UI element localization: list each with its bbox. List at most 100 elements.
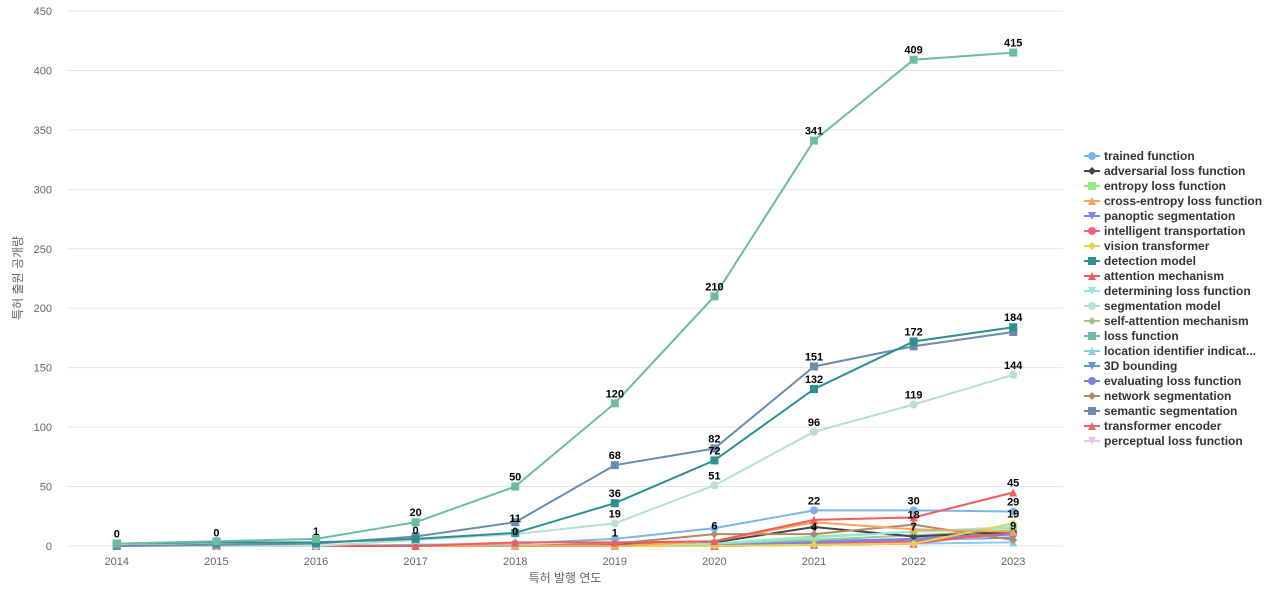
legend-label: transformer encoder [1104, 419, 1222, 433]
legend-item[interactable]: location identifier indicat... [1084, 344, 1256, 358]
legend-item[interactable]: intelligent transportation [1084, 224, 1245, 238]
data-label: 144 [1004, 360, 1023, 372]
data-label: 409 [904, 45, 922, 57]
data-label: 18 [907, 510, 919, 522]
legend-label: attention mechanism [1104, 269, 1224, 283]
legend-marker [1088, 242, 1096, 250]
data-labels: 0 0 12005011012068361912108272516341151132… [114, 38, 1024, 541]
legend-label: cross-entropy loss function [1104, 194, 1262, 208]
data-point [909, 513, 918, 522]
legend-item[interactable]: detection model [1084, 254, 1196, 268]
data-label: 19 [1007, 508, 1019, 520]
legend-item[interactable]: attention mechanism [1084, 269, 1224, 283]
data-point [511, 538, 520, 547]
legend-marker [1088, 377, 1096, 385]
data-label: 6 [711, 520, 717, 532]
data-label: 0 [512, 526, 518, 538]
legend-item[interactable]: 3D bounding [1084, 359, 1177, 373]
y-tick-label: 300 [34, 184, 52, 196]
legend-label: network segmentation [1104, 389, 1231, 403]
data-label: 0 [213, 527, 219, 539]
legend-item[interactable]: trained function [1084, 149, 1195, 163]
data-label: 1 [612, 527, 618, 539]
data-point [1009, 48, 1018, 57]
legend-item[interactable]: network segmentation [1084, 389, 1231, 403]
data-label: 30 [907, 495, 919, 507]
data-point [1009, 519, 1018, 528]
legend-item[interactable]: adversarial loss function [1084, 164, 1245, 178]
legend-marker [1088, 212, 1096, 220]
legend-label: self-attention mechanism [1104, 314, 1249, 328]
legend-item[interactable]: determining loss function [1084, 284, 1251, 298]
data-point [710, 530, 719, 539]
legend-item[interactable]: transformer encoder [1084, 419, 1222, 433]
x-tick-label: 2015 [204, 556, 228, 568]
legend-item[interactable]: cross-entropy loss function [1084, 194, 1262, 208]
x-tick-label: 2014 [105, 556, 129, 568]
legend-label: intelligent transportation [1104, 224, 1245, 238]
series-17 [112, 328, 1018, 550]
data-point [411, 534, 420, 543]
y-tick-label: 50 [40, 482, 52, 494]
data-point [909, 539, 918, 548]
data-point [810, 515, 818, 524]
legend-label: loss function [1104, 329, 1179, 343]
legend-label: entropy loss function [1104, 179, 1226, 193]
legend-marker [1088, 302, 1096, 310]
y-tick-label: 100 [34, 422, 52, 434]
series-line [116, 373, 1014, 547]
series-line [116, 51, 1014, 545]
data-point [710, 524, 719, 533]
data-label: 50 [509, 472, 521, 484]
data-point [710, 481, 719, 490]
data-point [212, 537, 221, 546]
legend-item[interactable]: self-attention mechanism [1084, 314, 1249, 328]
y-axis-title: 특허 출원 공개량 [11, 236, 25, 320]
legend-item[interactable]: panoptic segmentation [1084, 209, 1235, 223]
series-7 [112, 323, 1018, 548]
x-tick-label: 2019 [603, 556, 627, 568]
data-point [610, 499, 619, 508]
y-tick-label: 350 [34, 125, 52, 137]
data-label: 210 [705, 281, 723, 293]
x-tick-label: 2022 [901, 556, 925, 568]
legend-item[interactable]: loss function [1084, 329, 1179, 343]
data-point [810, 362, 818, 371]
legend-marker [1088, 152, 1096, 160]
data-label: 184 [1004, 312, 1023, 324]
grid-lines [67, 10, 1063, 547]
y-tick-label: 250 [34, 244, 52, 256]
x-tick-label: 2021 [802, 556, 826, 568]
legend-marker [1088, 287, 1096, 295]
data-label: 82 [708, 434, 720, 446]
data-point [1009, 527, 1018, 536]
legend-item[interactable]: segmentation model [1084, 299, 1221, 313]
legend-item[interactable]: vision transformer [1084, 239, 1210, 253]
legend-item[interactable]: entropy loss function [1084, 179, 1226, 193]
legend-item[interactable]: semantic segmentation [1084, 404, 1237, 418]
data-label: 20 [409, 507, 421, 519]
data-label: 45 [1007, 478, 1019, 490]
data-point [810, 530, 818, 539]
legend-item[interactable]: evaluating loss function [1084, 374, 1241, 388]
series-line [116, 491, 1014, 547]
data-point [909, 525, 918, 534]
legend-marker [1088, 437, 1096, 445]
data-point [312, 534, 320, 543]
data-point [909, 342, 918, 351]
data-label: 172 [904, 327, 922, 339]
data-label: 96 [808, 417, 820, 429]
data-point [511, 518, 520, 527]
data-label: 68 [609, 450, 621, 462]
legend-item[interactable]: perceptual loss function [1084, 434, 1243, 448]
data-point [810, 136, 818, 145]
y-axis-ticks: 0 50 100 150 200 250 300 350 400 450 [34, 6, 52, 553]
data-point [1009, 323, 1018, 332]
data-point [909, 532, 918, 541]
legend-marker [1088, 182, 1096, 190]
data-point [810, 427, 818, 436]
data-point [610, 538, 619, 547]
legend-label: adversarial loss function [1104, 164, 1245, 178]
legend-marker [1088, 257, 1096, 265]
